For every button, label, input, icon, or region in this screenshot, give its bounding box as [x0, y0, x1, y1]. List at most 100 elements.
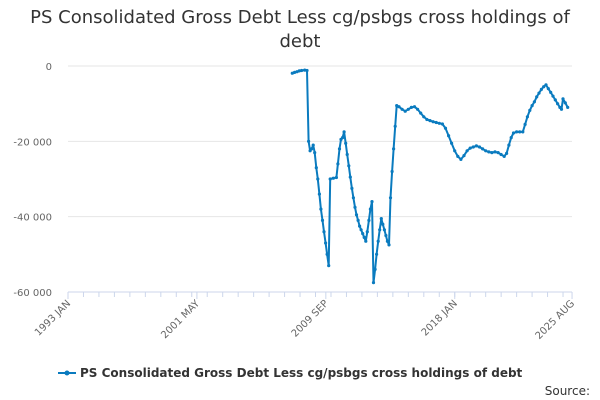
chart-title: PS Consolidated Gross Debt Less cg/psbgs…	[30, 7, 570, 52]
data-point	[525, 115, 530, 119]
data-point	[487, 150, 491, 154]
data-point	[484, 149, 488, 153]
data-point	[311, 143, 315, 147]
data-point	[437, 121, 441, 125]
data-point	[341, 136, 345, 140]
data-point	[327, 264, 331, 268]
data-point	[385, 239, 389, 243]
data-point	[425, 117, 429, 122]
data-point	[387, 243, 391, 247]
data-point	[477, 145, 482, 149]
data-point	[419, 111, 423, 115]
data-point	[307, 139, 311, 143]
data-point	[392, 147, 396, 151]
x-tick-label: 2001 MAY	[159, 298, 202, 341]
data-point	[379, 217, 383, 221]
data-point	[324, 241, 328, 245]
data-point	[406, 107, 410, 111]
data-point	[313, 151, 317, 155]
x-axis-labels: 1993 JAN 2001 MAY 2009 SEP 2018 JAN 2025 AUG	[33, 298, 577, 342]
gridlines	[68, 65, 572, 293]
data-point	[353, 205, 357, 209]
data-point	[337, 147, 342, 151]
data-point	[359, 228, 363, 232]
data-point	[371, 281, 376, 285]
data-point	[356, 218, 360, 222]
data-point	[511, 131, 516, 135]
data-point	[400, 107, 404, 111]
source-label: Source:	[545, 384, 590, 398]
data-point	[523, 122, 527, 126]
y-axis: 0 -20 000 -40 000 -60 000	[13, 62, 52, 299]
data-point	[544, 83, 548, 87]
data-point	[347, 164, 351, 168]
data-point	[293, 70, 297, 74]
data-point	[509, 136, 513, 140]
data-point	[561, 97, 565, 101]
data-point	[375, 252, 379, 256]
data-point	[532, 100, 537, 104]
series-line	[291, 69, 569, 284]
data-point	[362, 235, 366, 239]
data-point	[521, 130, 525, 134]
data-point	[566, 105, 570, 109]
data-point	[499, 152, 503, 157]
data-point	[370, 200, 374, 204]
data-point	[364, 239, 368, 243]
data-point	[490, 151, 494, 155]
data-point	[416, 107, 420, 111]
data-point	[328, 177, 332, 181]
data-point	[344, 141, 348, 145]
data-point	[331, 176, 335, 180]
x-tick-label: 2025 AUG	[534, 298, 578, 342]
data-point	[348, 175, 352, 179]
data-point	[342, 130, 346, 134]
data-point	[546, 87, 550, 91]
data-point	[559, 107, 564, 111]
data-point	[361, 232, 365, 236]
data-point	[471, 145, 475, 149]
y-tick-label: -20 000	[13, 137, 52, 148]
data-point	[551, 94, 555, 98]
data-point	[443, 126, 448, 130]
data-point	[317, 192, 321, 196]
data-point	[382, 228, 386, 232]
data-point	[351, 196, 355, 200]
data-point	[334, 175, 338, 180]
data-point	[403, 109, 407, 113]
data-point	[507, 143, 511, 147]
data-point	[305, 68, 309, 73]
data-point	[336, 162, 340, 166]
data-point	[320, 218, 325, 222]
data-point	[354, 213, 359, 217]
series	[290, 68, 570, 285]
data-point	[428, 119, 432, 123]
data-point	[390, 169, 394, 174]
data-point	[493, 150, 497, 154]
data-point	[368, 207, 372, 211]
data-point	[367, 218, 371, 222]
data-point	[393, 124, 397, 128]
data-point	[388, 196, 393, 200]
data-point	[350, 186, 354, 190]
data-point	[453, 149, 457, 153]
data-point	[539, 87, 544, 91]
data-point	[468, 146, 472, 150]
data-point	[518, 130, 522, 134]
data-point	[502, 154, 506, 158]
y-tick-label: 0	[46, 62, 52, 73]
legend-label: PS Consolidated Gross Debt Less cg/psbgs…	[80, 366, 523, 380]
data-point	[322, 230, 326, 234]
y-tick-label: -60 000	[13, 288, 52, 299]
x-tick-label: 2009 SEP	[290, 298, 331, 339]
data-point	[553, 98, 557, 102]
data-point	[431, 120, 435, 124]
data-point	[515, 130, 519, 134]
data-point	[409, 105, 413, 109]
data-point	[450, 141, 454, 145]
data-point	[474, 144, 478, 148]
data-point	[456, 154, 460, 158]
data-point	[462, 154, 466, 158]
data-point	[530, 104, 534, 108]
